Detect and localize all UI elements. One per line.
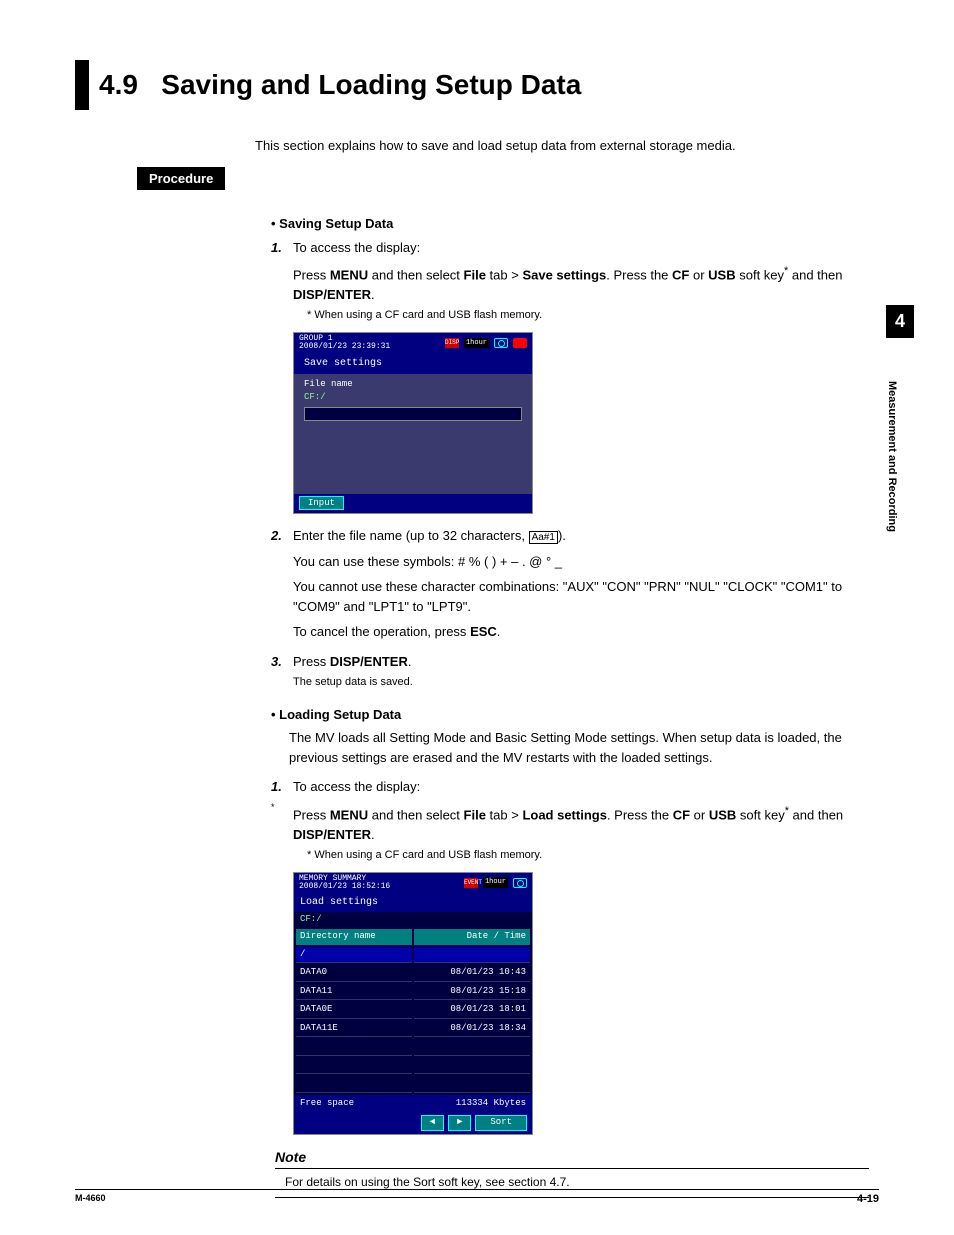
- path-label: CF:/: [294, 912, 532, 928]
- nav-left-button[interactable]: ◄: [421, 1115, 444, 1131]
- directory-table: Directory nameDate / Time /DATA008/01/23…: [294, 927, 532, 1095]
- saving-step-3: 3. Press DISP/ENTER. The setup data is s…: [293, 652, 869, 691]
- procedure-label: Procedure: [137, 167, 225, 190]
- header-bar: [75, 60, 89, 110]
- loading-step-1: 1. To access the display: * Press MENU a…: [293, 777, 869, 1134]
- chapter-label: Measurement and Recording: [886, 346, 898, 566]
- input-button[interactable]: Input: [299, 496, 344, 510]
- chapter-number: 4: [886, 305, 914, 338]
- table-row[interactable]: DATA0E08/01/23 18:01: [296, 1002, 530, 1019]
- table-row[interactable]: DATA1108/01/23 15:18: [296, 984, 530, 1001]
- saving-step-2: 2. Enter the file name (up to 32 charact…: [293, 526, 869, 642]
- sort-button[interactable]: Sort: [475, 1115, 527, 1131]
- note-title: Note: [275, 1147, 869, 1169]
- save-screenshot: GROUP 1 2008/01/23 23:39:31 DISP 1hour S…: [293, 332, 533, 515]
- table-row[interactable]: /: [296, 947, 530, 964]
- event-icon: EVENT: [464, 878, 478, 888]
- char-mode-icon: Aa#1: [529, 531, 558, 544]
- disp-icon: DISP: [445, 338, 459, 348]
- ss-title: Save settings: [294, 353, 532, 374]
- ss-title: Load settings: [294, 893, 532, 912]
- time-indicator: 1hour: [483, 877, 508, 888]
- loading-paragraph: The MV loads all Setting Mode and Basic …: [289, 728, 869, 767]
- footer-doc-id: M-4660: [75, 1193, 106, 1205]
- free-space-label: Free space: [300, 1097, 354, 1111]
- saving-heading: Saving Setup Data: [271, 214, 869, 234]
- load-screenshot: MEMORY SUMMARY 2008/01/23 18:52:16 EVENT…: [293, 872, 533, 1135]
- footer-page-number: 4-19: [857, 1193, 879, 1205]
- page-footer: M-4660 4-19: [75, 1189, 879, 1205]
- camera-icon: [494, 338, 508, 348]
- chapter-tab: 4 Measurement and Recording: [886, 305, 914, 566]
- filename-input[interactable]: [304, 407, 522, 421]
- nav-right-button[interactable]: ►: [448, 1115, 471, 1131]
- free-space-value: 113334 Kbytes: [456, 1097, 526, 1111]
- filename-label: File name: [304, 378, 522, 392]
- saving-step-1: 1. To access the display: Press MENU and…: [293, 238, 869, 515]
- rec-icon: [513, 338, 527, 348]
- section-header: 4.9 Saving and Loading Setup Data: [75, 60, 879, 110]
- time-indicator: 1hour: [464, 338, 489, 349]
- path-label: CF:/: [304, 391, 522, 405]
- section-title: 4.9 Saving and Loading Setup Data: [99, 69, 581, 101]
- table-row[interactable]: DATA008/01/23 10:43: [296, 965, 530, 982]
- loading-heading: Loading Setup Data: [271, 705, 869, 725]
- table-row[interactable]: DATA11E08/01/23 18:34: [296, 1021, 530, 1038]
- camera-icon: [513, 878, 527, 888]
- intro-text: This section explains how to save and lo…: [255, 138, 879, 153]
